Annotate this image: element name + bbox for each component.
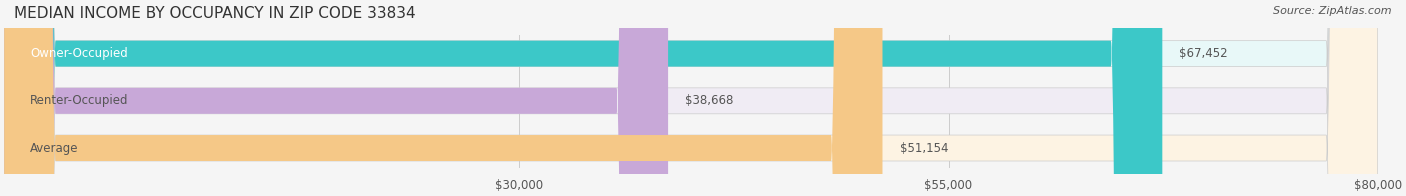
- Text: $51,154: $51,154: [900, 142, 948, 154]
- FancyBboxPatch shape: [4, 0, 668, 196]
- FancyBboxPatch shape: [4, 0, 1163, 196]
- Text: Owner-Occupied: Owner-Occupied: [30, 47, 128, 60]
- FancyBboxPatch shape: [4, 0, 1378, 196]
- Text: Renter-Occupied: Renter-Occupied: [30, 94, 128, 107]
- FancyBboxPatch shape: [4, 0, 1378, 196]
- FancyBboxPatch shape: [4, 0, 883, 196]
- Text: Source: ZipAtlas.com: Source: ZipAtlas.com: [1274, 6, 1392, 16]
- Text: Average: Average: [30, 142, 79, 154]
- Text: MEDIAN INCOME BY OCCUPANCY IN ZIP CODE 33834: MEDIAN INCOME BY OCCUPANCY IN ZIP CODE 3…: [14, 6, 416, 21]
- Text: $38,668: $38,668: [685, 94, 734, 107]
- FancyBboxPatch shape: [4, 0, 1378, 196]
- Text: $67,452: $67,452: [1180, 47, 1227, 60]
